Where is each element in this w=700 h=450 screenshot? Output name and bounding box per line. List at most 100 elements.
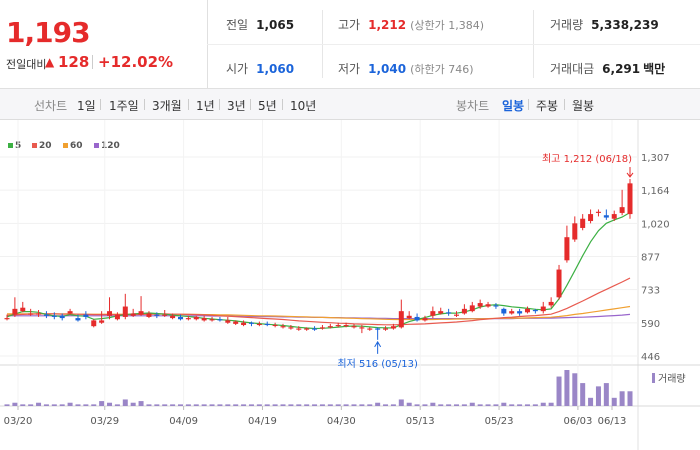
open-label: 시가 [226,62,249,76]
candle-body [4,318,10,320]
volume-bar [114,404,120,406]
tab-10y[interactable]: 10년 [290,99,317,113]
volume-bar [509,404,515,406]
volume-bar [51,404,57,406]
volume-value: 5,338,239 [591,18,659,32]
volume-bar [138,401,144,406]
volume-bar [241,404,247,406]
candle-body [248,322,254,324]
candle-body [359,327,365,329]
volume-bar [154,404,160,406]
volume-bar [477,404,483,406]
x-tick-label: 04/19 [248,416,277,427]
chart-tabs: 선차트 1일 1주일 3개월 1년 3년 5년 10년 봉차트 일봉 주봉 월봉 [0,89,700,120]
high-label: 고가 [338,18,361,32]
candle-body [217,319,223,321]
tab-1y[interactable]: 1년 [196,99,215,113]
volume-bar [146,404,152,406]
volume-bar [383,404,389,406]
volume-bar [177,404,183,406]
candle-body [367,328,373,330]
tab-divider [219,99,220,110]
candle-body [83,314,89,317]
change-divider [92,55,93,69]
candle-body [406,315,412,319]
volume-bar [454,404,460,406]
y-tick-label: 1,307 [641,153,670,164]
volume-bar [438,404,444,406]
x-tick-label: 05/23 [485,416,514,427]
candle-body [461,308,467,314]
change-label: 전일대비 [6,58,47,71]
candle-body [225,320,231,323]
prev-close-value: 1,065 [256,18,295,32]
legend-swatch [32,143,37,148]
volume-bar [588,397,594,406]
volume-bar [319,404,325,406]
volume-bar [603,383,609,406]
candle-body [580,218,586,228]
volume-bar [548,402,554,406]
high-price: 고가 1,212 (상한가 1,384) [338,16,484,33]
volume-bar [304,404,310,406]
candle-body [36,313,42,315]
legend-swatch [8,143,13,148]
candle-body [454,314,460,316]
candle-body [177,316,183,320]
prev-close-label: 전일 [226,18,249,32]
volume-bar [162,404,168,406]
volume-bar [327,404,333,406]
volume-bar [75,404,81,406]
change-percent: +12.02% [98,53,174,71]
current-price: 1,193 [6,16,91,49]
change-amount: 128 [58,53,90,71]
tab-monthly[interactable]: 월봉 [572,99,595,113]
candle-body [138,311,144,315]
volume-bar [540,402,546,406]
volume-bar [130,402,136,406]
low-value: 1,040 [368,62,407,76]
candle-body [185,318,191,320]
volume-bar [501,402,507,406]
candle-body [67,311,73,314]
volume-bar [217,404,223,406]
volume-bar [256,404,262,406]
volume-bar [375,402,381,406]
x-tick-label: 06/13 [598,416,627,427]
candle-body [383,328,389,330]
candle-body [422,318,428,321]
volume-bar [193,404,199,406]
candle-body [611,214,617,219]
y-tick-label: 1,020 [641,219,670,230]
candle-body [91,320,97,327]
volume-bar [524,404,530,406]
tab-divider [282,99,283,110]
tab-divider [528,99,529,110]
prev-close: 전일 1,065 [226,16,294,33]
candlestick-chart[interactable]: 1,307 1,164 1,020 877 733 590 446 03/20 03/29 04/… [0,120,700,450]
candle-body [595,211,601,213]
tab-divider [188,99,189,110]
tab-daily[interactable]: 일봉 [502,99,525,113]
candle-body [627,183,633,215]
tab-5y[interactable]: 5년 [258,99,277,113]
tab-3m[interactable]: 3개월 [152,99,182,113]
volume-bar [580,383,586,406]
candle-body [233,321,239,324]
volume-bar [185,404,191,406]
volume-bar [627,391,633,406]
tab-3y[interactable]: 3년 [227,99,246,113]
candle-body [288,327,294,329]
volume-bar [280,404,286,406]
volume-bar [619,391,625,406]
tab-weekly[interactable]: 주봉 [536,99,559,113]
volume-bar [335,404,341,406]
low-label: 저가 [338,62,361,76]
amount-unit: 백만 [643,62,666,76]
volume-bar [59,404,65,406]
volume-bar [296,404,302,406]
tab-1w[interactable]: 1주일 [109,99,139,113]
low-arrow-icon [374,340,382,354]
tab-1d[interactable]: 1일 [77,99,96,113]
volume-bar [83,404,89,406]
